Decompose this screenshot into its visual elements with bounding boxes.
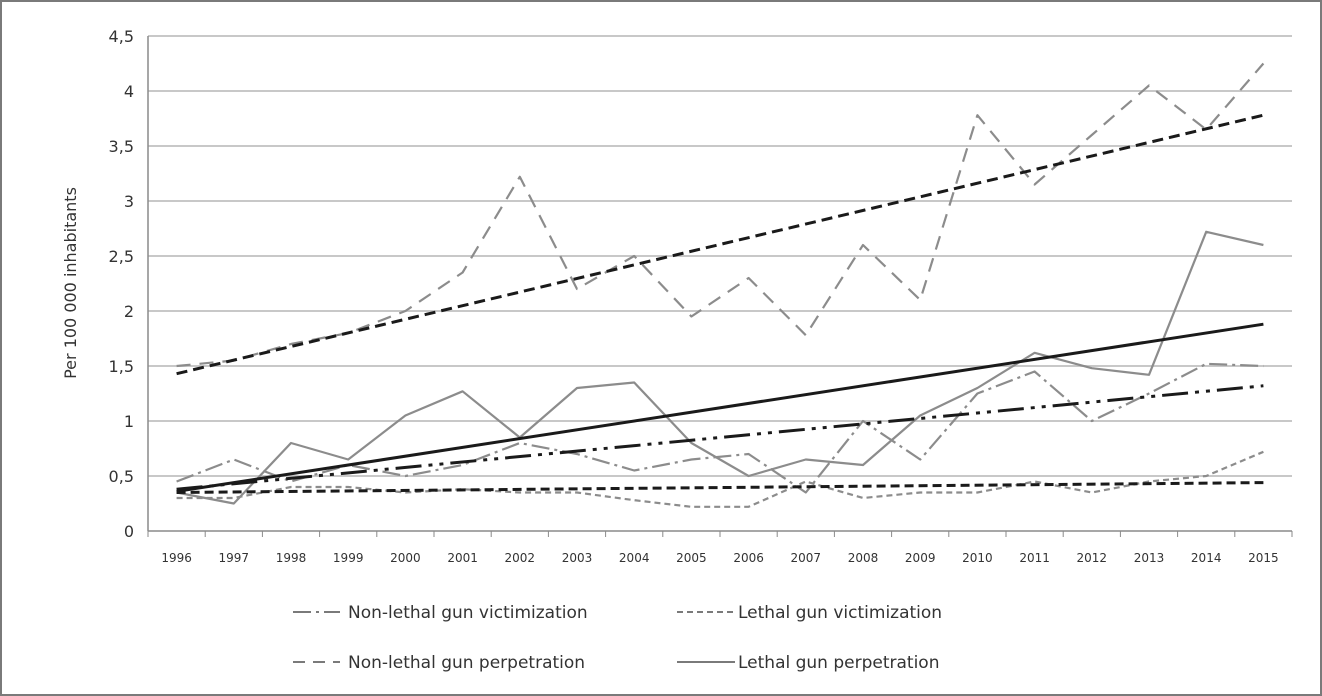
y-tick-labels: 0 0,5 1 1,5 2 2,5 3 3,5 4 4,5 — [109, 27, 134, 541]
x-tick-label: 2014 — [1191, 551, 1222, 565]
legend-label: Lethal gun perpetration — [738, 653, 940, 673]
x-tick-label: 2007 — [791, 551, 822, 565]
legend-item-non-lethal-gun-victimization: Non-lethal gun victimization — [293, 603, 588, 623]
x-tick-labels: 1996 1997 1998 1999 2000 2001 2002 2003 2004 2005… — [161, 551, 1278, 565]
y-tick-label: 1 — [124, 412, 134, 431]
y-tick-label: 3 — [124, 192, 134, 211]
legend-label: Non-lethal gun victimization — [348, 603, 588, 623]
x-tick-label: 2001 — [447, 551, 478, 565]
x-tick-label: 2000 — [390, 551, 421, 565]
x-tick-label: 2013 — [1134, 551, 1165, 565]
y-tick-label: 0 — [124, 522, 134, 541]
legend-item-non-lethal-gun-perpetration: Non-lethal gun perpetration — [293, 653, 585, 673]
y-tick-label: 4 — [124, 82, 134, 101]
y-tick-label: 1,5 — [109, 357, 134, 376]
x-tick-label: 2010 — [962, 551, 993, 565]
legend-label: Lethal gun victimization — [738, 603, 942, 623]
x-tick-label: 2009 — [905, 551, 936, 565]
series-line-non-lethal-gun-perpetration — [176, 62, 1265, 368]
legend-item-lethal-gun-victimization: Lethal gun victimization — [677, 603, 942, 623]
legend-label: Non-lethal gun perpetration — [348, 653, 585, 673]
y-axis-label: Per 100 000 inhabitants — [61, 187, 80, 379]
series-line-lethal-gun-victimization — [176, 450, 1264, 508]
trendline-lethal-gun-perpetration — [176, 322, 1264, 493]
legend-item-lethal-gun-perpetration: Lethal gun perpetration — [677, 653, 940, 673]
y-tick-label: 0,5 — [109, 467, 134, 486]
y-tick-label: 2,5 — [109, 247, 134, 266]
axes — [147, 36, 1293, 537]
x-tick-label: 1997 — [219, 551, 250, 565]
y-tick-label: 2 — [124, 302, 134, 321]
y-tick-label: 4,5 — [109, 27, 134, 46]
series-line-lethal-gun-perpetration — [176, 230, 1264, 505]
x-tick-label: 2006 — [733, 551, 764, 565]
x-tick-label: 2008 — [848, 551, 879, 565]
trendline-non-lethal-gun-victimization — [176, 384, 1264, 491]
x-tick-label: 1996 — [161, 551, 192, 565]
trend-lines — [176, 113, 1264, 494]
x-tick-label: 2011 — [1019, 551, 1050, 565]
x-tick-label: 2003 — [562, 551, 593, 565]
x-tick-label: 2005 — [676, 551, 707, 565]
series-lines — [176, 62, 1265, 508]
legend: Non-lethal gun victimization Lethal gun … — [293, 603, 942, 673]
x-tick-label: 1998 — [276, 551, 307, 565]
gridlines — [148, 35, 1292, 477]
x-tick-label: 1999 — [333, 551, 364, 565]
y-tick-label: 3,5 — [109, 137, 134, 156]
x-tick-label: 2012 — [1077, 551, 1108, 565]
series-line-non-lethal-gun-victimization — [176, 362, 1264, 494]
x-tick-label: 2002 — [505, 551, 536, 565]
x-tick-label: 2015 — [1248, 551, 1279, 565]
x-tick-label: 2004 — [619, 551, 650, 565]
